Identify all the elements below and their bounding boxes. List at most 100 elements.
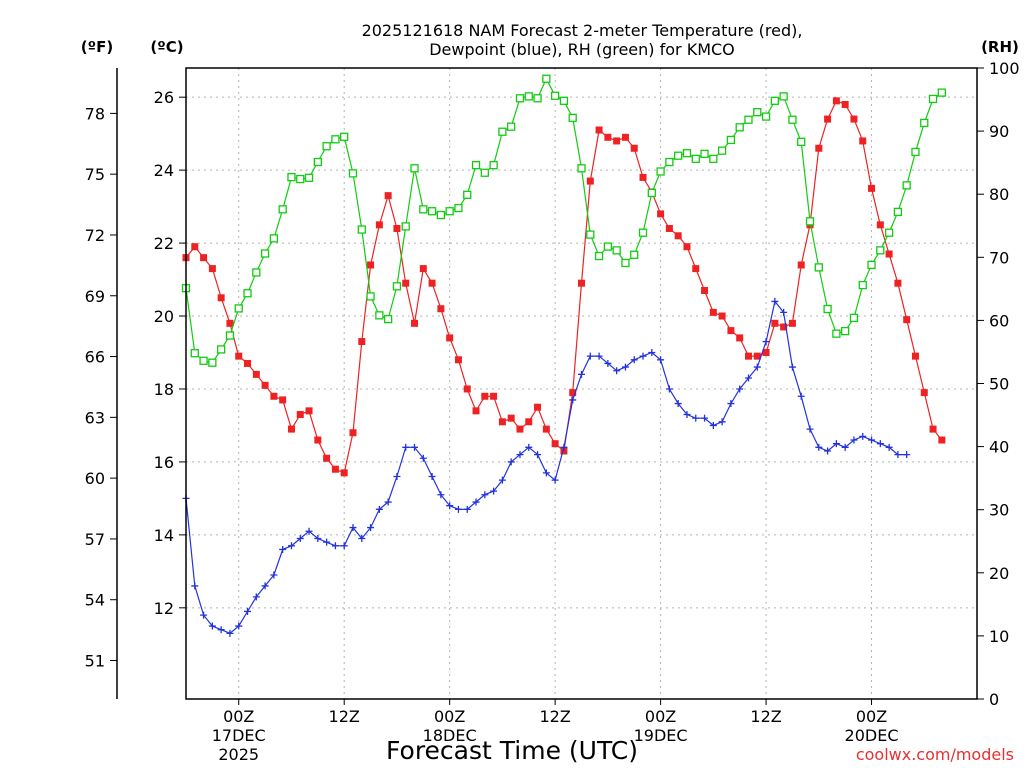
dewpoint-point	[780, 308, 788, 316]
temp-point	[490, 392, 498, 400]
rh-point	[700, 149, 709, 158]
temp-point	[903, 316, 911, 324]
temp-point	[296, 411, 304, 419]
rh-point	[726, 135, 736, 145]
rh-point	[559, 96, 569, 105]
dewpoint-point	[788, 363, 796, 371]
rh-point	[858, 280, 867, 290]
temp-point	[235, 352, 243, 360]
temp-point	[419, 265, 427, 273]
temp-point	[630, 144, 638, 152]
dewpoint-point	[340, 542, 348, 550]
celsius-tick-label: 12	[154, 599, 174, 618]
temp-point	[665, 224, 673, 232]
temp-point	[542, 425, 550, 433]
temp-point	[507, 414, 515, 422]
temp-point	[279, 396, 287, 404]
rh-tick-label: 80	[989, 185, 1009, 204]
rh-point	[867, 260, 876, 270]
chart-title-line1: 2025121618 NAM Forecast 2-meter Temperat…	[362, 21, 803, 40]
dewpoint-point	[270, 571, 278, 579]
dewpoint-point	[472, 498, 480, 506]
dewpoint-point	[244, 607, 252, 615]
dewpoint-point	[859, 432, 867, 440]
dewpoint-point	[446, 502, 454, 510]
fahrenheit-tick-label: 54	[85, 591, 105, 610]
rh-point	[217, 345, 226, 354]
rh-point	[665, 157, 674, 167]
time-date-label: 18DEC	[423, 726, 477, 745]
rh-point	[278, 205, 287, 214]
temp-point	[674, 232, 682, 240]
series-dewpoint	[182, 297, 911, 637]
rh-tick-label: 60	[989, 311, 1009, 330]
rh-point	[199, 356, 208, 365]
temp-point	[586, 177, 594, 185]
temp-point	[244, 359, 252, 367]
rh-point	[410, 164, 419, 173]
rh-point	[427, 207, 437, 216]
fahrenheit-tick-label: 78	[85, 104, 105, 123]
temp-point	[226, 319, 234, 327]
rh-point	[190, 349, 199, 358]
temp-point	[736, 334, 744, 342]
rh-point	[893, 207, 903, 217]
temp-point	[797, 261, 805, 269]
rh-axis: 0 10 20 30 40 50 60 70 80 90 100	[977, 59, 1020, 709]
rh-point	[366, 292, 375, 301]
temp-point	[762, 348, 770, 356]
dewpoint-point	[331, 542, 339, 550]
rh-point	[832, 329, 841, 338]
rh-tick-label: 70	[989, 248, 1009, 267]
temp-point	[472, 407, 480, 415]
temp-point	[208, 265, 216, 273]
rh-tick-label: 50	[989, 375, 1009, 394]
celsius-tick-label: 24	[154, 161, 174, 180]
dewpoint-point	[868, 436, 876, 444]
temp-point	[191, 243, 199, 251]
celsius-axis: 12 14 16 18 20 22 24 26	[154, 88, 186, 618]
dewpoint-point	[481, 491, 489, 499]
dewpoint-point	[630, 356, 638, 364]
celsius-tick-label: 26	[154, 88, 174, 107]
dewpoint-point	[384, 498, 392, 506]
temp-point	[314, 436, 322, 444]
dewpoint-point	[463, 505, 471, 513]
rh-point	[445, 207, 454, 216]
rh-point	[533, 94, 542, 103]
temp-point	[613, 137, 621, 145]
temp-point	[859, 137, 867, 145]
fahrenheit-tick-label: 69	[85, 287, 105, 306]
dewpoint-point	[727, 400, 735, 408]
dewpoint-point	[279, 545, 287, 553]
dewpoint-point	[586, 352, 594, 360]
rh-point	[674, 151, 683, 160]
rh-tick-label: 100	[989, 59, 1020, 78]
temp-point	[525, 418, 533, 426]
temp-point	[358, 338, 366, 346]
dewpoint-point	[903, 451, 911, 459]
rh-point	[489, 161, 498, 170]
rh-point	[419, 205, 428, 214]
dewpoint-point	[701, 414, 709, 422]
rh-point	[805, 217, 815, 226]
rh-point	[779, 92, 788, 101]
temp-point	[560, 447, 568, 455]
rh-point	[498, 127, 507, 136]
temp-point	[446, 334, 454, 342]
dewpoint-point	[762, 338, 770, 346]
rh-point	[260, 249, 270, 258]
temp-point	[534, 403, 542, 411]
dewpoint-point	[217, 626, 225, 634]
temp-point	[331, 465, 339, 473]
temp-point	[920, 389, 928, 397]
temp-point	[911, 352, 919, 360]
dewpoint-point	[226, 629, 234, 637]
rh-tick-label: 0	[989, 690, 999, 709]
dewpoint-point	[753, 363, 761, 371]
time-tick-label: 12Z	[750, 707, 781, 726]
temp-point	[498, 418, 506, 426]
temp-point	[938, 436, 946, 444]
fahrenheit-tick-label: 57	[85, 530, 105, 549]
rh-point	[691, 154, 700, 164]
